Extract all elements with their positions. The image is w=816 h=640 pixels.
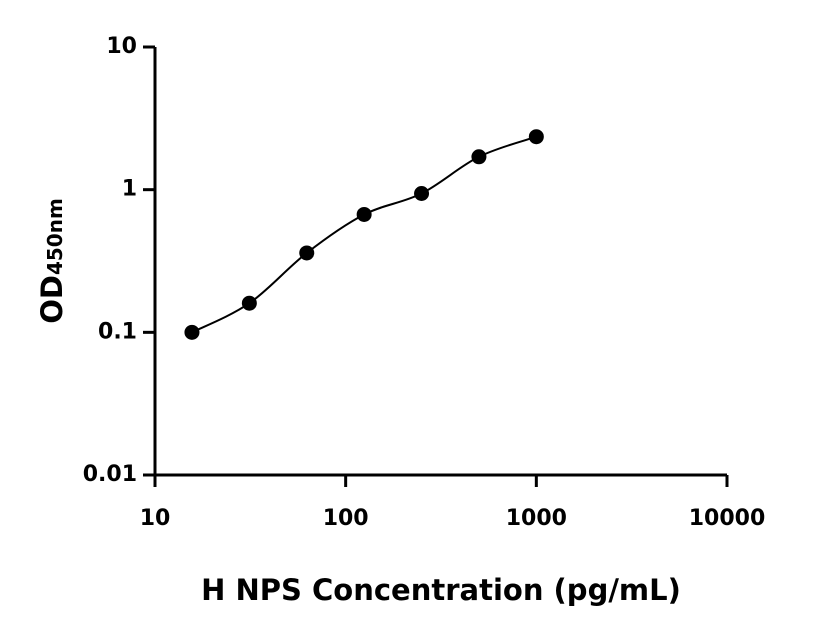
- data-point: [414, 186, 430, 202]
- x-tick-label: 10000: [689, 506, 766, 531]
- y-axis-label-sub: 450nm: [43, 198, 67, 275]
- y-axis-label: OD450nm: [35, 198, 69, 324]
- data-point: [299, 245, 315, 261]
- x-tick-label: 100: [323, 506, 369, 531]
- x-axis-label: H NPS Concentration (pg/mL): [201, 573, 681, 607]
- y-tick-label: 1: [122, 177, 137, 202]
- y-axis-label-main: OD: [35, 275, 69, 324]
- data-point: [184, 324, 200, 340]
- data-point: [528, 129, 544, 145]
- x-tick-label: 1000: [506, 506, 567, 531]
- y-tick-label: 0.01: [83, 462, 137, 487]
- y-tick-label: 0.1: [98, 319, 137, 344]
- x-tick-label: 10: [140, 506, 171, 531]
- data-point: [471, 149, 487, 165]
- data-point: [356, 206, 372, 222]
- data-point: [241, 295, 257, 311]
- y-tick-label: 10: [106, 34, 137, 59]
